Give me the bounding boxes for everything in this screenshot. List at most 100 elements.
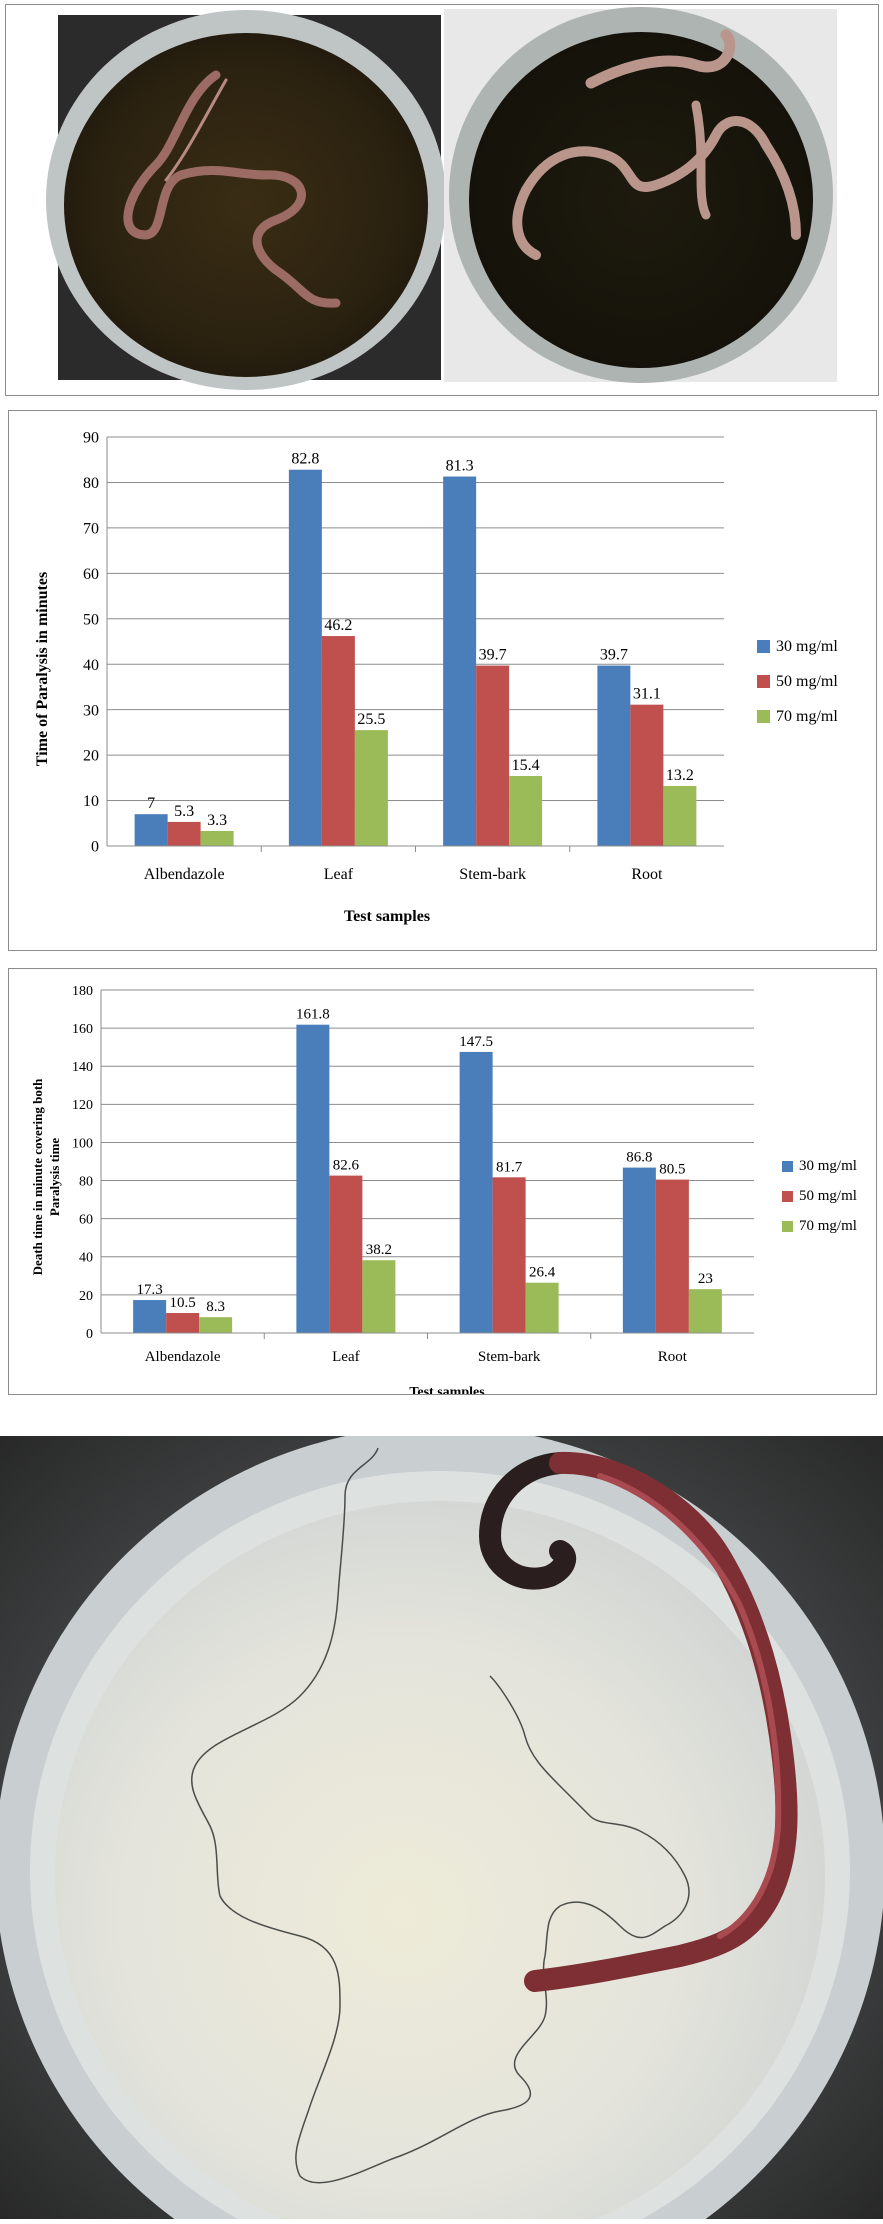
y-tick-label: 60 <box>79 1213 93 1228</box>
bar <box>622 1167 656 1333</box>
legend-label: 70 mg/ml <box>776 708 838 725</box>
data-label: 17.3 <box>137 1282 163 1298</box>
bar <box>459 1051 493 1333</box>
bar <box>525 1282 559 1333</box>
bar <box>167 821 201 846</box>
bar <box>199 1317 233 1333</box>
x-tick-label: Albendazole <box>144 866 225 883</box>
bar <box>288 469 322 846</box>
legend: 30 mg/ml 50 mg/ml 70 mg/ml <box>757 638 838 725</box>
legend-swatch <box>782 1191 793 1202</box>
data-label: 81.7 <box>496 1159 523 1175</box>
y-tick-label: 180 <box>72 984 93 999</box>
x-tick-label: Leaf <box>324 866 354 883</box>
x-tick-label: Albendazole <box>145 1349 221 1365</box>
y-tick-label: 30 <box>83 702 99 719</box>
data-label: 5.3 <box>174 803 194 820</box>
bar <box>296 1024 330 1333</box>
bar <box>655 1179 689 1333</box>
bar <box>166 1312 200 1333</box>
bar <box>597 665 631 846</box>
data-label: 161.8 <box>296 1007 330 1023</box>
y-tick-label: 0 <box>86 1327 93 1342</box>
bar <box>329 1175 363 1333</box>
legend-label: 50 mg/ml <box>799 1188 857 1204</box>
x-tick-label: Stem-bark <box>478 1349 541 1365</box>
petri-dish-trace-photo-panel <box>0 1426 883 2224</box>
legend-label: 30 mg/ml <box>799 1158 857 1174</box>
bar <box>354 730 388 846</box>
data-label: 86.8 <box>626 1150 652 1166</box>
paralysis-time-chart: 0 10 20 30 40 50 60 70 80 90 7 5.3 3.3 82.8 46.2 25.5 8… <box>34 430 838 925</box>
y-tick-label: 160 <box>72 1022 93 1037</box>
petri-dish-photo-right <box>444 7 837 383</box>
legend-swatch <box>757 675 770 688</box>
data-label: 39.7 <box>600 647 628 664</box>
data-label: 26.4 <box>529 1265 556 1281</box>
y-tick-label: 80 <box>83 475 99 492</box>
legend-label: 50 mg/ml <box>776 673 838 690</box>
worm <box>478 1452 577 1590</box>
bar <box>492 1177 526 1333</box>
death-time-chart: 0 20 40 60 80 100 120 140 160 180 17.3 10.5 8.3 161.… <box>30 984 857 1400</box>
y-tick-label: 40 <box>79 1251 93 1266</box>
bar <box>688 1289 722 1333</box>
data-label: 81.3 <box>446 458 474 475</box>
data-label: 31.1 <box>633 686 661 703</box>
data-label: 8.3 <box>206 1299 225 1315</box>
data-label: 15.4 <box>512 757 540 774</box>
x-tick-label: Root <box>631 866 663 883</box>
data-label: 25.5 <box>357 711 385 728</box>
bar <box>509 776 543 846</box>
death-time-chart-panel: 0 20 40 60 80 100 120 140 160 180 17.3 10.5 8.3 161.… <box>8 968 877 1400</box>
y-tick-label: 90 <box>83 430 99 447</box>
y-tick-label: 120 <box>72 1098 93 1113</box>
x-axis-title: Test samples <box>344 908 430 925</box>
data-label: 3.3 <box>207 812 227 829</box>
data-label: 82.6 <box>333 1158 360 1174</box>
data-label: 39.7 <box>479 647 507 664</box>
y-tick-label: 70 <box>83 520 99 537</box>
x-axis-title: Test samples <box>409 1385 485 1394</box>
y-axis-title: Time of Paralysis in minutes <box>34 572 51 766</box>
data-label: 13.2 <box>666 767 694 784</box>
data-label: 80.5 <box>659 1162 685 1178</box>
bar <box>663 786 697 846</box>
y-tick-label: 80 <box>79 1174 93 1189</box>
y-axis-title-line-2: Paralysis time <box>47 1138 62 1217</box>
legend-swatch <box>782 1161 793 1172</box>
y-tick-label: 0 <box>91 839 99 856</box>
data-label: 10.5 <box>170 1295 196 1311</box>
y-tick-label: 40 <box>83 657 99 674</box>
data-label: 23 <box>698 1271 713 1287</box>
y-tick-label: 20 <box>83 748 99 765</box>
data-label: 147.5 <box>459 1034 493 1050</box>
data-label: 82.8 <box>291 451 319 468</box>
y-tick-label: 20 <box>79 1289 93 1304</box>
x-tick-label: Stem-bark <box>459 866 526 883</box>
data-label: 7 <box>147 795 155 812</box>
bar <box>134 814 168 846</box>
legend-swatch <box>757 640 770 653</box>
bar <box>321 636 355 846</box>
bar <box>362 1260 396 1333</box>
legend-label: 30 mg/ml <box>776 638 838 655</box>
worm-photos <box>46 7 837 390</box>
bar <box>133 1300 167 1333</box>
y-tick-label: 60 <box>83 566 99 583</box>
data-label: 46.2 <box>324 617 352 634</box>
y-tick-label: 140 <box>72 1060 93 1075</box>
bar <box>200 831 234 846</box>
traced-outline <box>190 1447 690 2184</box>
y-tick-label: 10 <box>83 793 99 810</box>
petri-dish-photo-left <box>46 10 446 390</box>
paralysis-time-chart-panel: 0 10 20 30 40 50 60 70 80 90 7 5.3 3.3 82.8 46.2 25.5 8… <box>8 410 877 951</box>
y-axis-title-line-1: Death time in minute covering both <box>30 1078 45 1276</box>
petri-dish-trace-photo <box>0 1426 883 2224</box>
legend-label: 70 mg/ml <box>799 1218 857 1234</box>
legend: 30 mg/ml 50 mg/ml 70 mg/ml <box>782 1158 857 1234</box>
bar <box>476 665 510 846</box>
legend-swatch <box>782 1221 793 1232</box>
y-tick-label: 50 <box>83 611 99 628</box>
bar <box>630 704 664 846</box>
